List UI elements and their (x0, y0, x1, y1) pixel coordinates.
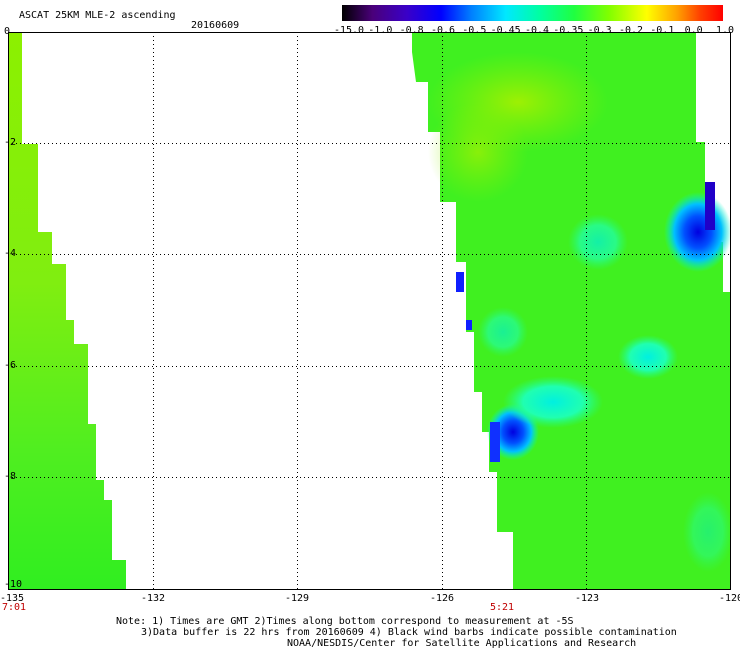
colorbar-tick-label: -0.2 (618, 25, 644, 36)
time-label: 7:01 (2, 602, 27, 613)
y-tick-label: -2 (4, 137, 17, 148)
colorbar-tick-label: -0.45 (490, 25, 521, 36)
colorbar-tick-label: -0.35 (553, 25, 584, 36)
note-line-1: Note: 1) Times are GMT 2)Times along bot… (116, 616, 574, 627)
x-tick-label: -135 (0, 593, 25, 604)
note-line-2: 3)Data buffer is 22 hrs from 20160609 4)… (141, 627, 677, 638)
x-tick-label: -132 (140, 593, 166, 604)
left-swath (8, 32, 126, 590)
colorbar-tick-label: -0.8 (399, 25, 424, 36)
colorbar-tick-label: -0.5 (462, 25, 487, 36)
y-tick-label: -10 (4, 579, 23, 590)
x-tick-label: -123 (574, 593, 600, 604)
y-tick-label: 0 (4, 26, 11, 37)
colorbar-labels: -15.0 -1.0 -0.8 -0.6 -0.5 -0.45 -0.4 -0.35 -0.3-… (332, 25, 740, 37)
x-tick-label: -120 (718, 593, 740, 604)
x-tick-label: -129 (284, 593, 310, 604)
colorbar-tick-label: -0.3 (587, 25, 612, 36)
colorbar-tick-label: -15.0 (333, 25, 365, 36)
colorbar-tick-label: 1.0 (715, 25, 735, 36)
y-tick-label: -8 (4, 471, 17, 482)
colorbar-tick-label: -0.1 (650, 25, 675, 36)
colorbar-tick-label: -1.0 (368, 25, 393, 36)
product-date: 20160609 (191, 20, 240, 31)
colorbar-tick-label: -0.6 (430, 25, 456, 36)
colorbar-tick-label: -0.4 (524, 25, 550, 36)
note-line-3: NOAA/NESDIS/Center for Satellite Applica… (287, 638, 637, 649)
wind-map (8, 32, 731, 590)
x-tick-label: -126 (429, 593, 455, 604)
y-tick-label: -6 (4, 360, 17, 371)
product-title: ASCAT 25KM MLE-2 ascending (19, 10, 176, 21)
y-tick-label: -4 (4, 248, 17, 259)
colorbar (342, 5, 723, 21)
colorbar-tick-label: 0.0 (684, 25, 703, 36)
time-label: 5:21 (490, 602, 515, 613)
